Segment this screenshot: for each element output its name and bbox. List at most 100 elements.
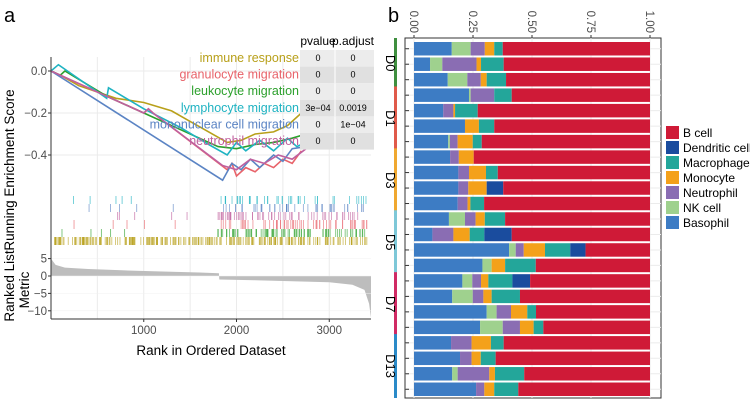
bar-segment-b-cell bbox=[494, 119, 650, 133]
table-row-bg bbox=[300, 99, 374, 117]
gene-set-label-mononuclear-cell-migration: mononuclear cell migration bbox=[150, 117, 299, 131]
legend-label-basophil: Basophil bbox=[683, 216, 729, 230]
y-tick-label: −0.4 bbox=[24, 150, 47, 162]
bar-segment-basophil bbox=[414, 134, 449, 149]
bar-segment-basophil bbox=[414, 119, 465, 133]
bar-segment-b-cell bbox=[503, 181, 650, 195]
bar-segment-basophil bbox=[414, 181, 459, 195]
bar-segment-b-cell bbox=[535, 258, 650, 273]
group-label-d1: D1 bbox=[383, 110, 398, 127]
bar-segment-nk-cell bbox=[448, 134, 450, 149]
bar-segment-macrophage bbox=[494, 88, 512, 102]
bar-segment-neutrophil bbox=[460, 351, 472, 366]
bar-segment-nk-cell bbox=[448, 212, 465, 226]
bar-segment-neutrophil bbox=[449, 134, 458, 149]
bar-segment-neutrophil bbox=[457, 367, 490, 381]
table-cell-padjust: 0 bbox=[350, 70, 355, 80]
table-cell-padjust: 0 bbox=[350, 86, 355, 96]
es-curve-immune-response bbox=[50, 70, 308, 144]
gene-set-label-leukocyte-migration: leukocyte migration bbox=[191, 84, 299, 98]
group-bar-d3 bbox=[394, 148, 397, 213]
bar-segment-macrophage bbox=[490, 336, 504, 350]
table-row-bg bbox=[300, 50, 374, 67]
bar-segment-macrophage bbox=[469, 227, 485, 242]
bar-segment-nk-cell bbox=[447, 72, 468, 87]
group-label-d5: D5 bbox=[383, 234, 398, 251]
bar-segment-monocyte bbox=[468, 165, 486, 180]
bar-segment-neutrophil bbox=[442, 57, 477, 71]
gene-set-label-granulocyte-migration: granulocyte migration bbox=[179, 68, 299, 82]
bar-segment-basophil bbox=[414, 289, 453, 304]
bar-segment-monocyte bbox=[491, 258, 506, 273]
bar-segment-monocyte bbox=[453, 227, 470, 242]
x-axis-title: Rank in Ordered Dataset bbox=[136, 343, 286, 358]
bar-segment-macrophage bbox=[533, 320, 544, 335]
bar-segment-nk-cell bbox=[462, 274, 473, 288]
bar-segment-basophil bbox=[414, 196, 458, 211]
bar-segment-monocyte bbox=[468, 181, 487, 195]
es-curve-lymphocyte-migration bbox=[50, 63, 302, 157]
gsea-plot: 0.0 −0.2 −0.4 5 0 −5 −10 1000 2000 3000 Rank in Or… bbox=[2, 34, 375, 358]
bar-segment-neutrophil bbox=[443, 103, 454, 118]
ranked-metric-area bbox=[51, 258, 371, 318]
table-cell-pvalue: 0 bbox=[315, 136, 320, 146]
bar-segment-nk-cell bbox=[486, 305, 497, 319]
gene-set-label-immune-response: immune response bbox=[200, 51, 299, 65]
bar-segment-b-cell bbox=[503, 57, 650, 71]
bar-segment-b-cell bbox=[511, 227, 650, 242]
table-header-pvalue: pvalue bbox=[300, 34, 336, 48]
x-tick-label: 2000 bbox=[224, 325, 250, 337]
bar-segment-macrophage bbox=[527, 305, 537, 319]
bar-segment-neutrophil bbox=[470, 88, 495, 102]
group-bar-d7 bbox=[394, 272, 397, 337]
bar-segment-basophil bbox=[414, 243, 510, 257]
bar-segment-macrophage bbox=[491, 289, 520, 304]
legend-swatch-dendritic-cell bbox=[666, 141, 679, 154]
y-tick-label: −0.2 bbox=[24, 108, 47, 120]
group-bar-d1 bbox=[394, 86, 397, 151]
bar-segment-b-cell bbox=[495, 351, 650, 366]
group-bar-d5 bbox=[394, 210, 397, 275]
bar-segment-nk-cell bbox=[430, 57, 443, 71]
bar-segment-b-cell bbox=[481, 134, 650, 149]
bar-segment-macrophage bbox=[455, 103, 478, 118]
legend-label-monocyte: Monocyte bbox=[683, 171, 735, 185]
rm-y-axis-title-line2: Metric bbox=[17, 271, 32, 308]
bar-segment-dendritic-cell bbox=[484, 227, 512, 242]
legend-swatch-neutrophil bbox=[666, 186, 679, 199]
bar-segment-basophil bbox=[414, 227, 433, 242]
bar-segment-monocyte bbox=[483, 289, 492, 304]
bar-segment-monocyte bbox=[471, 336, 491, 350]
bar-segment-neutrophil bbox=[476, 382, 485, 396]
bar-segment-neutrophil bbox=[472, 274, 482, 288]
table-cell-padjust: 0 bbox=[350, 53, 355, 63]
bar-segment-monocyte bbox=[453, 103, 456, 118]
gene-set-label-lymphocyte-migration: lymphocyte migration bbox=[181, 101, 299, 115]
bar-segment-neutrophil bbox=[432, 227, 454, 242]
x-tick-label: 3000 bbox=[316, 325, 342, 337]
bar-segment-b-cell bbox=[518, 382, 650, 396]
bar-segment-nk-cell bbox=[509, 243, 516, 257]
legend-label-neutrophil: Neutrophil bbox=[683, 186, 738, 200]
bar-segment-macrophage bbox=[494, 382, 519, 396]
bar-segment-monocyte bbox=[523, 243, 545, 257]
legend-label-macrophage: Macrophage bbox=[683, 156, 750, 170]
bar-segment-b-cell bbox=[503, 336, 650, 350]
bar-segment-nk-cell bbox=[480, 320, 503, 335]
table-row-bg bbox=[300, 83, 374, 100]
group-label-d3: D3 bbox=[383, 172, 398, 189]
bar-segment-neutrophil bbox=[458, 181, 469, 195]
bar-segment-basophil bbox=[414, 367, 453, 381]
bar-segment-macrophage bbox=[470, 196, 485, 211]
bar-segment-b-cell bbox=[524, 367, 650, 381]
bar-segment-monocyte bbox=[511, 305, 528, 319]
table-cell-pvalue: 0 bbox=[315, 70, 320, 80]
bar-segment-monocyte bbox=[457, 134, 473, 149]
table-cell-padjust: 1e−04 bbox=[340, 119, 365, 129]
rm-y-axis-title: Ranked List bbox=[2, 250, 17, 322]
bar-segment-neutrophil bbox=[502, 320, 520, 335]
x-tick-label: 1.00 bbox=[643, 11, 655, 33]
panel-a-label: a bbox=[4, 5, 16, 27]
x-tick-label: 0.25 bbox=[466, 11, 478, 33]
